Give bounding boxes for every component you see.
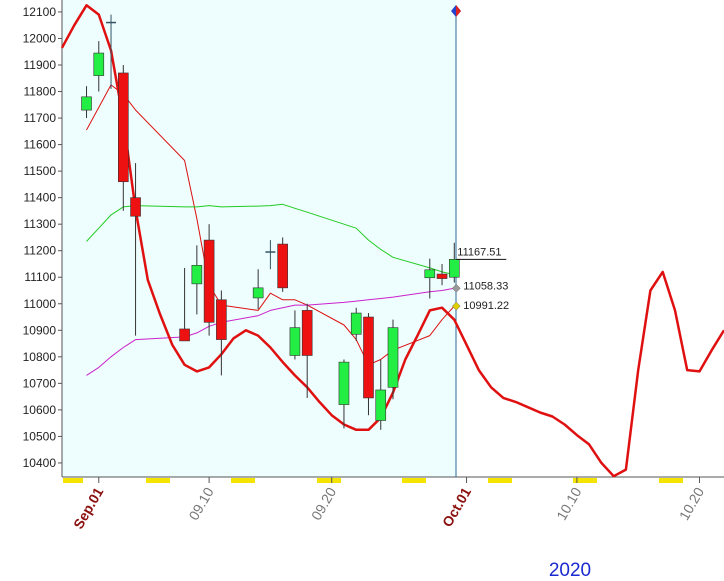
candle-body	[130, 197, 141, 217]
candle-body	[277, 243, 288, 289]
end-marker	[451, 283, 461, 293]
y-tick-label: 11000	[24, 297, 57, 311]
x-axis-title: 2020	[549, 560, 591, 581]
cursor-marker-half	[456, 5, 461, 17]
line-series	[86, 203, 455, 276]
y-tick-label: 11600	[24, 138, 57, 152]
y-tick-label: 11900	[24, 58, 57, 72]
candle-body	[252, 287, 264, 299]
x-tick-label: 09.10	[185, 484, 216, 523]
y-tick-label: 10900	[23, 323, 57, 337]
end-value-label: 11058.33	[463, 280, 508, 292]
candle-body	[93, 52, 105, 76]
y-tick-label: 11500	[24, 164, 57, 178]
candle-body	[387, 327, 399, 388]
y-tick-label: 12100	[23, 5, 57, 19]
candle-body	[375, 389, 387, 421]
y-tick-label: 11700	[24, 111, 57, 125]
y-tick-label: 11400	[24, 191, 57, 205]
candle-body	[179, 328, 190, 342]
x-tick-label: 10.20	[676, 484, 707, 523]
candle-body	[301, 310, 313, 356]
y-tick-label: 10500	[23, 429, 57, 443]
end-value-label: 10991.22	[463, 300, 509, 312]
plot-background	[62, 0, 456, 477]
y-tick-label: 10800	[23, 350, 57, 364]
line-series	[86, 287, 455, 376]
y-tick-label: 10400	[23, 456, 57, 470]
candle-body	[436, 273, 448, 279]
x-tick-label: 10.10	[553, 484, 584, 523]
y-tick-label: 11800	[24, 85, 57, 99]
candle-body	[216, 299, 227, 340]
candle-body	[117, 72, 129, 183]
y-tick-label: 10700	[23, 376, 57, 390]
y-tick-label: 11100	[24, 270, 56, 284]
y-tick-label: 10600	[23, 403, 57, 417]
y-tick-label: 12000	[23, 31, 57, 45]
x-tick-label: Sep.01	[70, 484, 107, 531]
candle-body	[191, 264, 203, 285]
candle-body	[203, 239, 215, 323]
weekend-markers	[63, 478, 683, 483]
x-tick-label: 09.20	[308, 484, 339, 523]
y-tick-label: 11300	[24, 217, 57, 231]
line-series	[86, 84, 455, 366]
candle-body	[350, 312, 362, 335]
candle-body	[448, 259, 460, 278]
last-close-label: 11167.51	[457, 246, 501, 258]
candle-body	[338, 361, 350, 405]
candle-body	[363, 316, 374, 399]
x-tick-label: Oct.01	[439, 484, 474, 529]
candle-body	[289, 327, 301, 356]
candle-body	[424, 269, 436, 279]
candle-body	[81, 96, 92, 111]
end-marker	[451, 301, 461, 311]
y-tick-label: 11200	[24, 244, 57, 258]
